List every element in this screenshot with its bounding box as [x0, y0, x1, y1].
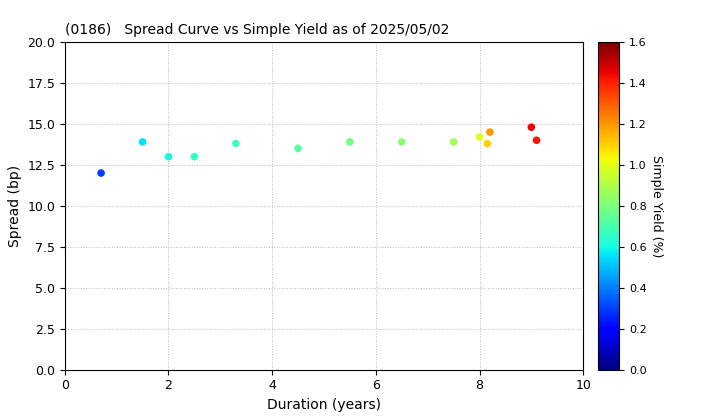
- Point: [230, 140, 242, 147]
- Y-axis label: Spread (bp): Spread (bp): [8, 165, 22, 247]
- Point: [189, 153, 200, 160]
- X-axis label: Duration (years): Duration (years): [267, 398, 381, 412]
- Point: [95, 170, 107, 176]
- Point: [531, 137, 542, 144]
- Point: [484, 129, 495, 135]
- Point: [137, 139, 148, 145]
- Point: [474, 134, 485, 140]
- Point: [448, 139, 459, 145]
- Point: [482, 140, 493, 147]
- Point: [396, 139, 408, 145]
- Point: [292, 145, 304, 152]
- Text: (0186)   Spread Curve vs Simple Yield as of 2025/05/02: (0186) Spread Curve vs Simple Yield as o…: [65, 23, 449, 37]
- Point: [344, 139, 356, 145]
- Point: [526, 124, 537, 131]
- Y-axis label: Simple Yield (%): Simple Yield (%): [650, 155, 663, 257]
- Point: [163, 153, 174, 160]
